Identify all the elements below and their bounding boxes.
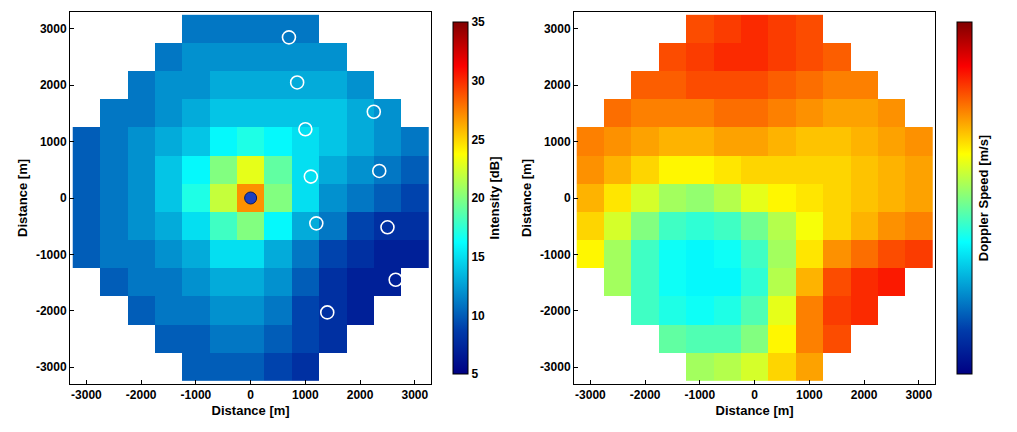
- svg-text:Distance [m]: Distance [m]: [519, 159, 534, 237]
- svg-text:-3000: -3000: [575, 388, 606, 402]
- svg-text:2000: 2000: [851, 388, 878, 402]
- svg-text:35: 35: [471, 15, 485, 29]
- svg-text:Intensity [dB]: Intensity [dB]: [487, 156, 502, 239]
- svg-text:30: 30: [471, 74, 485, 88]
- svg-text:-2000: -2000: [126, 388, 157, 402]
- svg-text:15: 15: [471, 250, 485, 264]
- svg-text:-1000: -1000: [540, 248, 571, 262]
- svg-text:Distance [m]: Distance [m]: [15, 159, 30, 237]
- svg-text:3000: 3000: [401, 388, 428, 402]
- svg-text:-2000: -2000: [36, 304, 67, 318]
- svg-text:-2000: -2000: [630, 388, 661, 402]
- svg-text:0: 0: [60, 191, 67, 205]
- svg-text:10: 10: [471, 309, 485, 323]
- svg-text:3000: 3000: [544, 22, 571, 36]
- svg-text:-1000: -1000: [181, 388, 212, 402]
- svg-text:0: 0: [247, 388, 254, 402]
- svg-text:25: 25: [471, 133, 485, 147]
- svg-text:-1000: -1000: [36, 248, 67, 262]
- svg-text:Doppler Speed [m/s]: Doppler Speed [m/s]: [976, 135, 991, 261]
- svg-text:1000: 1000: [40, 135, 67, 149]
- svg-text:1000: 1000: [292, 388, 319, 402]
- svg-text:0: 0: [751, 388, 758, 402]
- svg-text:3000: 3000: [905, 388, 932, 402]
- svg-text:-3000: -3000: [71, 388, 102, 402]
- svg-text:20: 20: [471, 191, 485, 205]
- svg-text:3000: 3000: [40, 22, 67, 36]
- svg-text:-3000: -3000: [540, 360, 571, 374]
- svg-text:2000: 2000: [347, 388, 374, 402]
- svg-text:-1000: -1000: [685, 388, 716, 402]
- svg-text:2000: 2000: [544, 78, 571, 92]
- svg-text:Distance [m]: Distance [m]: [716, 403, 794, 418]
- svg-text:1000: 1000: [796, 388, 823, 402]
- svg-text:-2000: -2000: [540, 304, 571, 318]
- svg-text:1000: 1000: [544, 135, 571, 149]
- svg-text:2000: 2000: [40, 78, 67, 92]
- svg-text:5: 5: [471, 367, 478, 381]
- svg-text:Distance [m]: Distance [m]: [212, 403, 290, 418]
- svg-text:0: 0: [564, 191, 571, 205]
- svg-text:-3000: -3000: [36, 360, 67, 374]
